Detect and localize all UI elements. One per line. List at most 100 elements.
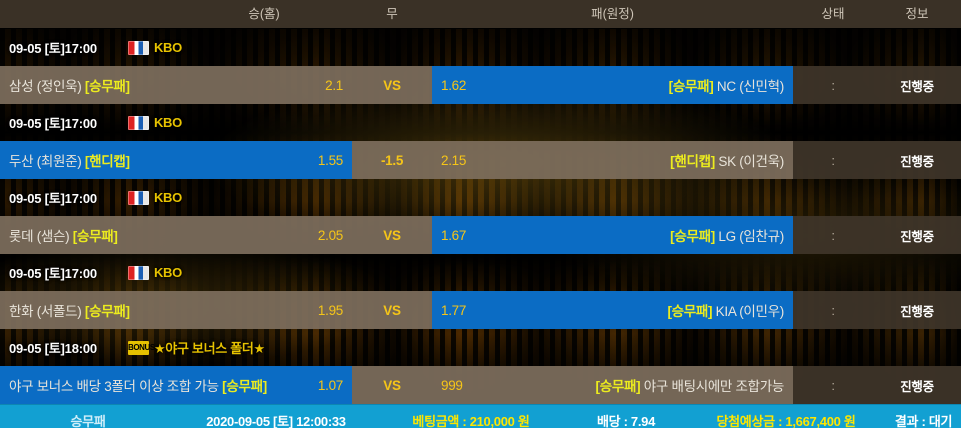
bet-option-home[interactable]: 야구 보너스 배당 3폴더 이상 조합 가능 [승무패] 1.07 (0, 366, 352, 404)
bet-option-home[interactable]: 한화 (서폴드) [승무패] 1.95 (0, 291, 352, 329)
away-odds: 1.62 (441, 77, 467, 93)
league-name: ★야구 보너스 폴더★ (153, 341, 265, 356)
header-col-state: 상태 (821, 7, 845, 21)
bet-option-draw[interactable]: VS (352, 291, 432, 329)
bet-option-home[interactable]: 삼성 (정인욱) [승무패] 2.1 (0, 66, 352, 104)
match-state-cell: : (793, 291, 873, 329)
match-meta: 09-05 [토]17:00 KBO (0, 104, 961, 141)
odds-row: 한화 (서폴드) [승무패] 1.95 VS 1.77 [승무패] KIA (이… (0, 291, 961, 329)
home-odds: 2.05 (317, 227, 343, 243)
match-time: 09-05 [토]18:00 (9, 341, 97, 356)
kbo-logo-icon (127, 190, 149, 205)
home-odds: 1.55 (317, 152, 343, 168)
summary-result: 결과 : 대기 (894, 413, 953, 428)
match-meta: 09-05 [토]17:00 KBO (0, 254, 961, 291)
match-row: 09-05 [토]17:00 KBO 두산 (최원준) [핸디캡] 1.55 -… (0, 104, 961, 179)
status-badge: 진행중 (900, 304, 934, 319)
match-row: 09-05 [토]18:00 BONUS ★야구 보너스 폴더★ 야구 보너스 … (0, 329, 961, 404)
league-name: KBO (153, 265, 182, 280)
match-row: 09-05 [토]17:00 KBO 삼성 (정인욱) [승무패] 2.1 VS… (0, 29, 961, 104)
league-group: KBO (127, 190, 182, 205)
kbo-logo-icon (127, 265, 149, 280)
draw-value: VS (383, 227, 401, 243)
match-time: 09-05 [토]17:00 (9, 41, 97, 56)
table-header: 승(홈) 무 패(원정) 상태 정보 (0, 0, 961, 29)
home-odds: 1.95 (317, 302, 343, 318)
match-meta: 09-05 [토]17:00 KBO (0, 179, 961, 216)
draw-value: -1.5 (380, 152, 404, 168)
match-state-cell: : (793, 216, 873, 254)
league-group: KBO (127, 40, 182, 55)
match-info-cell: 진행중 (873, 216, 961, 254)
match-list: 09-05 [토]17:00 KBO 삼성 (정인욱) [승무패] 2.1 VS… (0, 29, 961, 404)
league-group: BONUS ★야구 보너스 폴더★ (127, 338, 265, 357)
bet-option-draw[interactable]: VS (352, 66, 432, 104)
bet-summary-bar: 승무패 2020-09-05 [토] 12:00:33 베팅금액 : 210,0… (0, 404, 961, 428)
match-row: 09-05 [토]17:00 KBO 롯데 (샘슨) [승무패] 2.05 VS… (0, 179, 961, 254)
summary-datetime: 2020-09-05 [토] 12:00:33 (206, 413, 346, 428)
match-score: : (831, 227, 835, 243)
bet-option-home[interactable]: 두산 (최원준) [핸디캡] 1.55 (0, 141, 352, 179)
match-score: : (831, 377, 835, 393)
away-team-name: [승무패] KIA (이민우) (667, 304, 784, 319)
match-info-cell: 진행중 (873, 66, 961, 104)
bet-option-draw[interactable]: VS (352, 366, 432, 404)
kbo-logo-icon (127, 40, 149, 55)
status-badge: 진행중 (900, 229, 934, 244)
match-state-cell: : (793, 66, 873, 104)
home-odds: 1.07 (317, 377, 343, 393)
bet-option-away[interactable]: 1.62 [승무패] NC (신민혁) (432, 66, 793, 104)
league-name: KBO (153, 115, 182, 130)
draw-value: VS (383, 77, 401, 93)
bet-option-away[interactable]: 2.15 [핸디캡] SK (이건욱) (432, 141, 793, 179)
summary-odds: 배당 : 7.94 (596, 413, 656, 428)
kbo-logo-icon (127, 115, 149, 130)
header-col-info: 정보 (905, 7, 929, 21)
bet-option-away[interactable]: 999 [승무패] 야구 배팅시에만 조합가능 (432, 366, 793, 404)
away-team-name: [핸디캡] SK (이건욱) (670, 154, 784, 169)
league-name: KBO (153, 40, 182, 55)
home-team-name: 삼성 (정인욱) [승무패] (9, 79, 130, 94)
league-name: KBO (153, 190, 182, 205)
odds-row: 롯데 (샘슨) [승무패] 2.05 VS 1.67 [승무패] LG (임찬규… (0, 216, 961, 254)
league-group: KBO (127, 115, 182, 130)
header-col-lose: 패(원정) (591, 7, 634, 21)
match-time: 09-05 [토]17:00 (9, 116, 97, 131)
away-team-name: [승무패] 야구 배팅시에만 조합가능 (595, 379, 785, 394)
match-row: 09-05 [토]17:00 KBO 한화 (서폴드) [승무패] 1.95 V… (0, 254, 961, 329)
away-team-name: [승무패] NC (신민혁) (668, 79, 785, 94)
bet-option-away[interactable]: 1.67 [승무패] LG (임찬규) (432, 216, 793, 254)
bet-option-draw[interactable]: VS (352, 216, 432, 254)
match-score: : (831, 302, 835, 318)
match-score: : (831, 152, 835, 168)
status-badge: 진행중 (900, 79, 934, 94)
away-odds: 999 (441, 377, 463, 393)
bonus-badge-icon: BONUS (127, 340, 155, 355)
status-badge: 진행중 (900, 154, 934, 169)
match-meta: 09-05 [토]17:00 KBO (0, 29, 961, 66)
match-meta: 09-05 [토]18:00 BONUS ★야구 보너스 폴더★ (0, 329, 961, 366)
bet-option-draw[interactable]: -1.5 (352, 141, 432, 179)
bet-option-home[interactable]: 롯데 (샘슨) [승무패] 2.05 (0, 216, 352, 254)
home-team-name: 야구 보너스 배당 3폴더 이상 조합 가능 [승무패] (9, 379, 267, 394)
league-group: KBO (127, 265, 182, 280)
home-team-name: 두산 (최원준) [핸디캡] (9, 154, 130, 169)
match-info-cell: 진행중 (873, 141, 961, 179)
match-state-cell: : (793, 366, 873, 404)
match-info-cell: 진행중 (873, 291, 961, 329)
match-time: 09-05 [토]17:00 (9, 266, 97, 281)
away-team-name: [승무패] LG (임찬규) (670, 229, 784, 244)
summary-bet-type: 승무패 (70, 413, 106, 428)
home-team-name: 롯데 (샘슨) [승무패] (9, 229, 118, 244)
summary-expected: 당첨예상금 : 1,667,400 원 (716, 413, 856, 428)
odds-row: 두산 (최원준) [핸디캡] 1.55 -1.5 2.15 [핸디캡] SK (… (0, 141, 961, 179)
header-col-draw: 무 (386, 7, 398, 21)
away-odds: 1.67 (441, 227, 467, 243)
match-state-cell: : (793, 141, 873, 179)
odds-row: 야구 보너스 배당 3폴더 이상 조합 가능 [승무패] 1.07 VS 999… (0, 366, 961, 404)
home-team-name: 한화 (서폴드) [승무패] (9, 304, 130, 319)
summary-stake: 베팅금액 : 210,000 원 (412, 413, 530, 428)
match-time: 09-05 [토]17:00 (9, 191, 97, 206)
bet-option-away[interactable]: 1.77 [승무패] KIA (이민우) (432, 291, 793, 329)
